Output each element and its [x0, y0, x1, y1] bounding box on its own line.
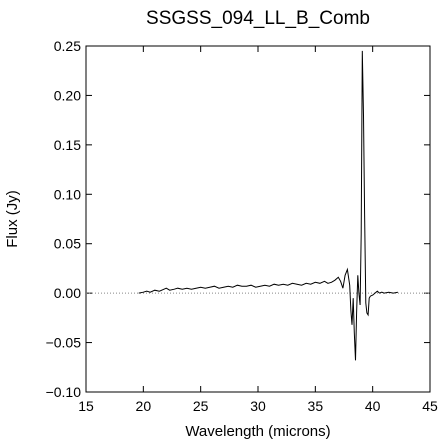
- y-tick-label: 0.05: [54, 236, 81, 252]
- x-tick-label: 45: [422, 398, 438, 414]
- x-tick-label: 30: [250, 398, 266, 414]
- y-tick-label: 0.25: [54, 38, 81, 54]
- x-tick-label: 35: [308, 398, 324, 414]
- y-tick-label: 0.15: [54, 137, 81, 153]
- y-tick-label: 0.10: [54, 186, 81, 202]
- flux-series-line: [138, 50, 398, 361]
- y-tick-label: −0.10: [46, 384, 82, 400]
- x-tick-label: 20: [136, 398, 152, 414]
- y-axis-label: Flux (Jy): [4, 190, 21, 248]
- y-tick-label: 0.20: [54, 87, 81, 103]
- x-axis-ticks: 15 20 25 30 35 40 45: [78, 46, 438, 414]
- x-axis-label: Wavelength (microns): [185, 423, 330, 440]
- y-tick-label: 0.00: [54, 285, 81, 301]
- chart-title: SSGSS_094_LL_B_Comb: [146, 8, 370, 29]
- x-tick-label: 25: [193, 398, 209, 414]
- y-axis-ticks: −0.10 −0.05 0.00 0.05 0.10 0.15 0.20 0.25: [46, 38, 430, 400]
- x-tick-label: 15: [78, 398, 94, 414]
- plot-frame: [85, 45, 431, 393]
- x-tick-label: 40: [365, 398, 381, 414]
- y-tick-label: −0.05: [46, 335, 82, 351]
